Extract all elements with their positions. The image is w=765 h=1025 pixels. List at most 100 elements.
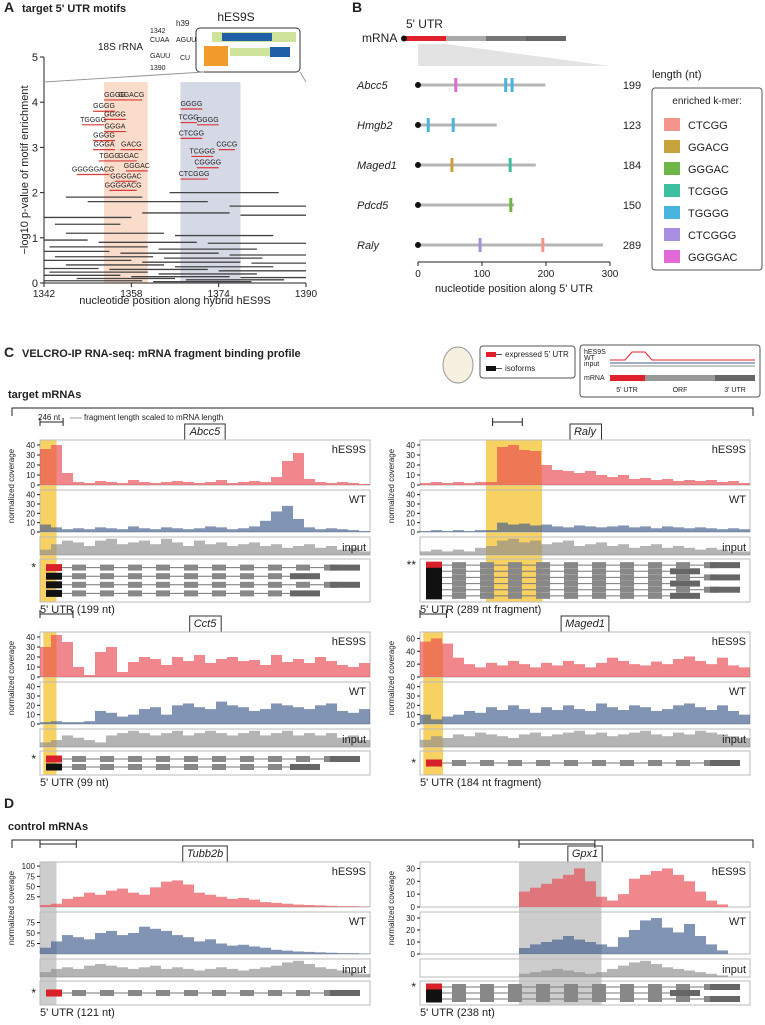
cap (415, 122, 421, 128)
y-tick-label: 20 (26, 653, 35, 662)
coverage-bar (40, 524, 51, 532)
gene-name: Abcc5 (189, 426, 221, 438)
coverage-bar (348, 547, 359, 555)
isoform-utr3 (670, 592, 700, 599)
coverage-bar (194, 655, 205, 677)
coverage-bar (84, 675, 95, 677)
coverage-bar (574, 868, 585, 907)
schematic-utr (610, 375, 645, 381)
isoform-exon (72, 756, 86, 762)
kmer-mark (426, 118, 430, 132)
isoform-exon (268, 764, 282, 770)
coverage-bar (728, 710, 739, 724)
track-label: hES9S (332, 636, 366, 648)
coverage-bar (128, 714, 139, 724)
coverage-bar (304, 951, 315, 954)
coverage-bar (348, 972, 359, 977)
legend-label: CTCGG (688, 120, 728, 132)
coverage-bar (431, 638, 442, 677)
coverage-bar (541, 662, 552, 677)
coverage-bar (651, 528, 662, 532)
scale-note: fragment length scaled to mRNA length (84, 413, 223, 422)
coverage-bar (227, 546, 238, 555)
coverage-bar (73, 737, 84, 747)
coverage-bar (73, 528, 84, 532)
coverage-bar (453, 734, 464, 747)
isoform-exon (620, 760, 634, 766)
isoform-exon (676, 562, 690, 569)
coverage-bar (662, 664, 673, 677)
coverage-bar (139, 709, 150, 724)
y-tick-label: 40 (26, 491, 35, 500)
coverage-bar (453, 530, 464, 532)
isoform-exon (128, 990, 142, 996)
isoform-utr (46, 564, 62, 572)
coverage-bar (629, 527, 640, 532)
coverage-bar (227, 483, 238, 485)
motif-label: CTCGG (179, 130, 204, 137)
coverage-bar (84, 483, 95, 485)
isoform-exon (452, 984, 466, 990)
isoform-utr3 (710, 586, 740, 593)
coverage-bar (194, 941, 205, 954)
coverage-bar (95, 964, 106, 977)
coverage-bar (95, 710, 106, 724)
coverage-bar (728, 665, 739, 677)
legend-swatch (664, 228, 680, 241)
isoform-exon (128, 564, 142, 571)
gene-name: Raly (357, 240, 381, 252)
isoform-exon (480, 586, 494, 593)
coverage-bar (519, 523, 530, 532)
coverage-bar (304, 733, 315, 747)
coverage-bar (84, 740, 95, 747)
coverage-bar (172, 730, 183, 747)
coverage-bar (596, 944, 607, 954)
isoform-exon (536, 586, 550, 593)
coverage-bar (337, 549, 348, 555)
coverage-bar (238, 970, 249, 977)
coverage-bar (739, 714, 750, 724)
coverage-bar (530, 944, 541, 954)
coverage-bar (442, 551, 453, 555)
isoform-exon (592, 580, 606, 587)
panel-label: B (352, 0, 362, 15)
track-label: WT (729, 494, 746, 506)
coverage-bar (348, 667, 359, 677)
coverage-bar (585, 526, 596, 532)
coverage-bar (62, 473, 73, 485)
coverage-bar (695, 730, 706, 747)
coverage-bar (117, 888, 128, 907)
x-tick-label: 1390 (295, 289, 318, 300)
coverage-bar (150, 659, 161, 677)
coverage-bar (260, 482, 271, 485)
coverage-bar (128, 526, 139, 532)
kmer-mark (541, 238, 545, 252)
cap (415, 242, 421, 248)
coverage-bar (315, 657, 326, 677)
isoform-utr (426, 580, 442, 588)
coverage-bar (618, 734, 629, 747)
isoform-exon (536, 984, 550, 990)
coverage-bar (293, 951, 304, 954)
coverage-bar (161, 733, 172, 747)
track-label: input (722, 734, 746, 746)
coverage-bar (662, 709, 673, 724)
utr3-bar (526, 36, 566, 41)
coverage-bar (607, 657, 618, 677)
coverage-bar (337, 970, 348, 977)
coverage-bar (205, 968, 216, 977)
y-axis-label: normalized coverage (7, 640, 16, 715)
coverage-bar (293, 904, 304, 907)
isoform-exon (508, 984, 522, 990)
coverage-bar (684, 734, 695, 747)
utr-highlight (40, 862, 57, 1005)
coverage-bar (640, 478, 651, 485)
legend-swatch (664, 162, 680, 175)
y-tick-label: 50 (26, 929, 35, 938)
coverage-bar (337, 665, 348, 677)
coverage-bar (337, 953, 348, 954)
inset-label: h39 (176, 19, 190, 28)
coverage-bar (326, 661, 337, 677)
schematic-track: hES9S (584, 349, 606, 356)
coverage-bar (717, 705, 728, 724)
